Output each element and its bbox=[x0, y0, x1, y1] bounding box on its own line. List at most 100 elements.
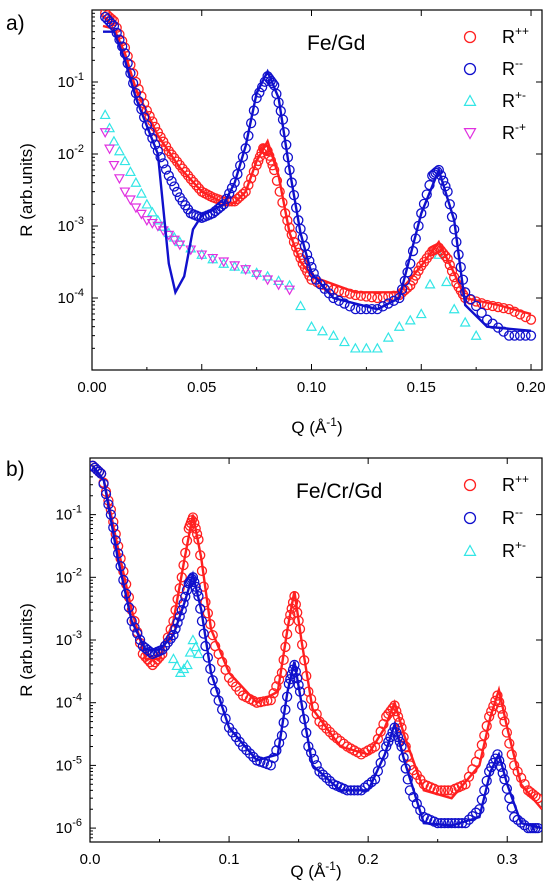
legend-label: R++ bbox=[502, 24, 529, 47]
legend-label-base: R bbox=[502, 475, 515, 495]
legend-label-base: R bbox=[502, 123, 515, 143]
y-tick-label: 10-6 bbox=[56, 817, 82, 837]
y-tick-exponent: -4 bbox=[74, 287, 84, 299]
series-pp bbox=[90, 460, 542, 810]
data-point bbox=[324, 726, 336, 738]
data-point bbox=[170, 623, 181, 634]
data-point bbox=[191, 180, 202, 191]
data-point bbox=[130, 176, 142, 187]
data-point bbox=[221, 193, 232, 205]
data-point bbox=[463, 30, 477, 44]
data-point bbox=[141, 105, 153, 116]
data-point bbox=[134, 634, 146, 645]
y-tick-label: 10-3 bbox=[58, 215, 84, 235]
legend-label: R-- bbox=[502, 56, 523, 79]
legend-label: R++ bbox=[502, 472, 529, 495]
legend-entry: R+- bbox=[463, 88, 526, 111]
y-tick-label: 10-1 bbox=[58, 71, 84, 91]
legend-entry: R-- bbox=[463, 505, 523, 528]
data-point bbox=[132, 628, 143, 639]
data-point bbox=[503, 330, 515, 341]
data-point bbox=[237, 741, 249, 752]
x-tick-label: 0.1 bbox=[219, 851, 240, 868]
data-point bbox=[160, 164, 172, 175]
data-point bbox=[224, 188, 235, 199]
data-point bbox=[474, 749, 485, 760]
series-pm bbox=[167, 634, 204, 677]
data-point bbox=[251, 267, 263, 278]
data-point bbox=[166, 149, 177, 160]
data-point bbox=[308, 268, 319, 279]
data-point bbox=[99, 128, 111, 139]
data-point bbox=[442, 817, 454, 829]
data-point bbox=[188, 176, 199, 188]
y-tick-label: 10-1 bbox=[56, 504, 82, 524]
data-point bbox=[308, 753, 320, 765]
data-point bbox=[350, 289, 361, 301]
data-point bbox=[413, 265, 424, 276]
legend-entry: R-- bbox=[463, 56, 523, 79]
data-point bbox=[317, 719, 329, 731]
data-point bbox=[371, 342, 383, 353]
fit-line bbox=[103, 30, 532, 332]
x-tick-label: 0.2 bbox=[358, 851, 379, 868]
data-point bbox=[463, 544, 477, 557]
data-point bbox=[264, 150, 275, 161]
data-point bbox=[145, 646, 156, 658]
data-point bbox=[388, 295, 399, 306]
data-point bbox=[382, 331, 394, 342]
data-point bbox=[439, 785, 450, 796]
data-point bbox=[169, 181, 180, 192]
data-point bbox=[377, 301, 389, 312]
x-axis-title: Q (Å-1) bbox=[290, 859, 341, 881]
data-point bbox=[99, 109, 111, 120]
data-point bbox=[509, 330, 520, 341]
data-point bbox=[106, 14, 117, 25]
legend-label-sup: -- bbox=[515, 505, 523, 519]
y-tick-exponent: -3 bbox=[72, 629, 82, 641]
data-point bbox=[200, 597, 211, 608]
data-point bbox=[172, 617, 183, 628]
data-point bbox=[171, 660, 183, 671]
legend-label-sup: -+ bbox=[515, 120, 526, 134]
legend-label-base: R bbox=[502, 91, 515, 111]
data-point bbox=[444, 259, 455, 271]
series-mm bbox=[90, 460, 542, 834]
data-point bbox=[163, 170, 174, 181]
data-point bbox=[192, 648, 204, 659]
data-point bbox=[207, 253, 219, 264]
legend-label-sup: ++ bbox=[515, 24, 529, 38]
legend-label-sup: +- bbox=[515, 538, 526, 552]
data-point bbox=[168, 629, 179, 641]
data-point bbox=[463, 128, 477, 140]
data-point bbox=[144, 126, 155, 137]
data-point bbox=[130, 203, 142, 214]
sample-label: Fe/Cr/Gd bbox=[296, 480, 382, 503]
data-point bbox=[135, 187, 147, 198]
y-tick-base: 10 bbox=[58, 146, 75, 163]
data-point bbox=[168, 231, 180, 242]
data-point bbox=[327, 329, 339, 340]
data-point bbox=[273, 280, 285, 291]
plot-area bbox=[99, 10, 537, 353]
data-point bbox=[240, 265, 252, 276]
legend-label-sup: -- bbox=[515, 56, 523, 70]
data-point bbox=[108, 135, 120, 146]
panel-label: a) bbox=[6, 12, 25, 35]
y-tick-base: 10 bbox=[56, 507, 73, 524]
data-point bbox=[433, 164, 444, 176]
data-point bbox=[167, 653, 179, 664]
y-tick-exponent: -1 bbox=[74, 71, 84, 83]
y-tick-base: 10 bbox=[56, 569, 73, 586]
data-point bbox=[171, 186, 183, 198]
y-tick-base: 10 bbox=[58, 218, 75, 235]
data-point bbox=[187, 512, 199, 523]
data-point bbox=[487, 300, 498, 312]
y-tick-label: 10-4 bbox=[58, 287, 84, 307]
data-point bbox=[184, 646, 196, 657]
data-point bbox=[265, 155, 277, 166]
data-point bbox=[463, 511, 477, 525]
data-point bbox=[119, 187, 131, 198]
